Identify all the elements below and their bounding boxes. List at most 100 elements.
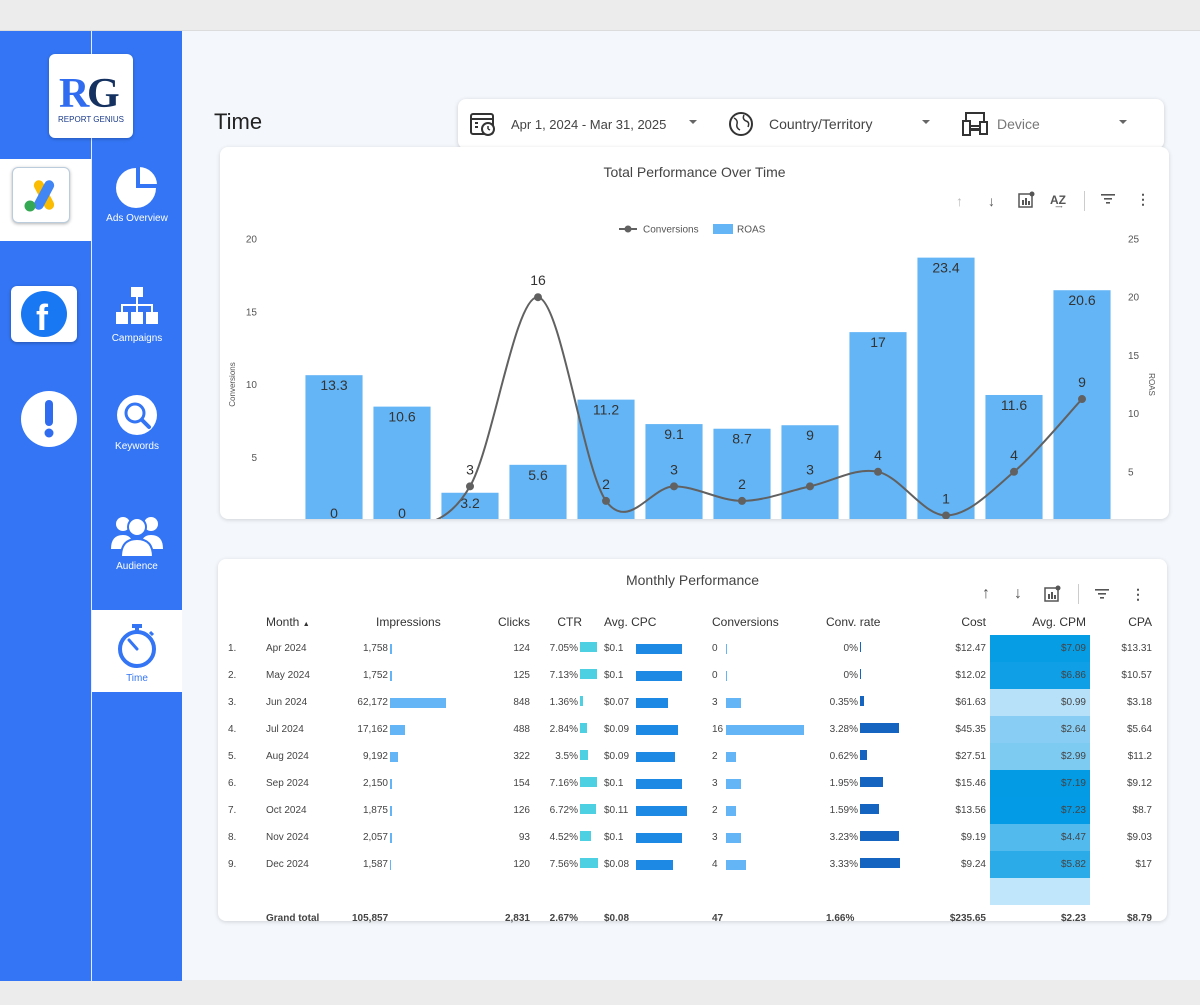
column-header-month[interactable]: Month ▲ — [266, 615, 310, 629]
more-options-icon[interactable]: ⋮ — [1131, 586, 1145, 602]
column-header-cost[interactable]: Cost — [961, 615, 986, 629]
report-genius-logo[interactable]: R G REPORT GENIUS — [49, 54, 133, 138]
arrow-up-icon[interactable]: ↑ — [956, 193, 963, 209]
conv-rate-value: 0% — [843, 670, 858, 681]
conversions-bar — [726, 778, 741, 789]
conv-rate-bar — [860, 723, 899, 733]
country-filter[interactable]: Country/Territory — [728, 99, 938, 149]
cell-avg-cpm: $6.86 — [990, 662, 1090, 689]
sort-az-icon[interactable]: A͢Z — [1050, 193, 1066, 207]
facebook-icon[interactable]: f — [11, 286, 77, 342]
conv-rate-value: 3.23% — [829, 832, 858, 843]
table-row[interactable]: 4. Jul 2024 17,162 488 2.84% $0.09 16 3.28% $45.… — [224, 716, 1156, 743]
conv-rate-value: 3.28% — [829, 724, 858, 735]
cell-conversions: 2 — [700, 797, 814, 824]
table-row[interactable]: 7. Oct 2024 1,875 126 6.72% $0.11 2 1.59% $13.56… — [224, 797, 1156, 824]
roas-data-label: 13.3 — [320, 377, 347, 393]
conversions-bar — [726, 751, 736, 762]
cell-cpa: $10.57 — [1121, 670, 1152, 681]
roas-bar — [305, 375, 363, 519]
cell-conv-rate: 0.35% — [814, 689, 908, 716]
impressions-bar — [390, 697, 446, 708]
table-title: Monthly Performance — [625, 572, 760, 588]
arrow-down-icon[interactable]: ↓ — [1014, 585, 1022, 602]
table-row[interactable]: 8. Nov 2024 2,057 93 4.52% $0.1 3 3.23% $9.19 $4.… — [224, 824, 1156, 851]
cell-cpa: $9.03 — [1126, 832, 1152, 843]
conversions-value: 2 — [712, 805, 718, 816]
table-filler-row — [224, 878, 1156, 905]
filter-icon[interactable] — [1100, 191, 1116, 210]
chevron-down-icon[interactable] — [689, 120, 697, 124]
column-header-avg-cpc[interactable]: Avg. CPC — [604, 615, 657, 629]
alert-icon[interactable] — [21, 391, 77, 447]
column-header-ctr[interactable]: CTR — [557, 615, 582, 629]
cell-ctr: 6.72% — [534, 797, 600, 824]
date-range-filter[interactable]: Apr 1, 2024 - Mar 31, 2025 — [470, 99, 702, 149]
column-header-cpa[interactable]: CPA — [1128, 615, 1152, 629]
cell-avg-cpm: $5.82 — [990, 851, 1090, 878]
device-filter[interactable]: Device — [961, 99, 1151, 149]
nav-campaigns[interactable]: Campaigns — [92, 285, 182, 344]
cpc-bar — [636, 778, 682, 789]
legend-dot-marker — [624, 225, 632, 233]
cell-impressions: 1,758 — [348, 635, 472, 662]
table-row[interactable]: 1. Apr 2024 1,758 124 7.05% $0.1 0 0% $12.47 $7.0… — [224, 635, 1156, 662]
toolbar-divider — [1078, 584, 1079, 604]
y2-tick-label: 10 — [1128, 409, 1140, 420]
conversions-bar — [726, 724, 804, 735]
cell-impressions: 2,057 — [348, 824, 472, 851]
google-ads-icon[interactable] — [12, 167, 70, 223]
rg-logo-icon: R G — [59, 71, 120, 113]
roas-data-label: 9 — [806, 427, 814, 443]
conversions-value: 3 — [712, 778, 718, 789]
impressions-value: 1,752 — [362, 670, 388, 681]
conversions-data-label: 4 — [874, 447, 882, 463]
table-row[interactable]: 6. Sep 2024 2,150 154 7.16% $0.1 3 1.95% $15.46 $… — [224, 770, 1156, 797]
arrow-down-icon[interactable]: ↓ — [988, 193, 995, 209]
nav-ads-overview[interactable]: Ads Overview — [92, 165, 182, 224]
impressions-value: 17,162 — [357, 724, 388, 735]
combo-chart: Conversions ROAS 0 5 10 15 20 0 5 10 15 20 25 Convers… — [228, 224, 1156, 519]
cell-conversions: 0 — [700, 662, 814, 689]
cell-conversions: 4 — [700, 851, 814, 878]
table-row[interactable]: 2. May 2024 1,752 125 7.13% $0.1 0 0% $12.02 $6.8… — [224, 662, 1156, 689]
column-header-conv-rate[interactable]: Conv. rate — [826, 615, 881, 629]
column-header-conversions[interactable]: Conversions — [712, 615, 779, 629]
toolbar-divider — [1084, 191, 1085, 211]
impressions-value: 1,875 — [362, 805, 388, 816]
chevron-down-icon[interactable] — [1119, 120, 1127, 124]
more-options-icon[interactable]: ⋮ — [1136, 191, 1150, 207]
cell-cost: $9.24 — [960, 859, 986, 870]
nav-keywords[interactable]: Keywords — [92, 393, 182, 452]
arrow-up-icon[interactable]: ↑ — [982, 585, 990, 602]
cell-avg-cpm: $7.09 — [990, 635, 1090, 662]
chart-options-icon[interactable] — [1044, 585, 1062, 606]
cell-ctr: 7.16% — [534, 770, 600, 797]
nav-time[interactable]: Time — [92, 623, 182, 684]
column-header-avg-cpm[interactable]: Avg. CPM — [1032, 615, 1086, 629]
table-row[interactable]: 5. Aug 2024 9,192 322 3.5% $0.09 2 0.62% $27.51 $… — [224, 743, 1156, 770]
sort-ascending-icon: ▲ — [302, 621, 310, 628]
cell-impressions: 9,192 — [348, 743, 472, 770]
conv-rate-value: 3.33% — [829, 859, 858, 870]
row-index: 5. — [228, 751, 237, 762]
cpc-bar — [636, 643, 682, 654]
cell-cost: $15.46 — [955, 778, 986, 789]
conversions-value: 2 — [712, 751, 718, 762]
conv-rate-bar — [860, 642, 861, 652]
column-header-clicks[interactable]: Clicks — [498, 615, 530, 629]
nav-audience[interactable]: Audience — [92, 511, 182, 572]
impressions-bar — [390, 778, 392, 789]
roas-data-label: 3.2 — [460, 495, 480, 511]
cell-avg-cpc: $0.11 — [600, 797, 700, 824]
filter-icon[interactable] — [1094, 586, 1110, 605]
ctr-value: 1.36% — [549, 697, 578, 708]
column-header-impressions[interactable]: Impressions — [376, 615, 441, 629]
table-row[interactable]: 3. Jun 2024 62,172 848 1.36% $0.07 3 0.35% $61.6… — [224, 689, 1156, 716]
cell-conv-rate: 0% — [814, 635, 908, 662]
impressions-value: 9,192 — [362, 751, 388, 762]
chart-options-icon[interactable] — [1018, 191, 1036, 212]
chevron-down-icon[interactable] — [922, 120, 930, 124]
table-row[interactable]: 9. Dec 2024 1,587 120 7.56% $0.08 4 3.33% $9.24 $… — [224, 851, 1156, 878]
cpc-bar — [636, 832, 682, 843]
